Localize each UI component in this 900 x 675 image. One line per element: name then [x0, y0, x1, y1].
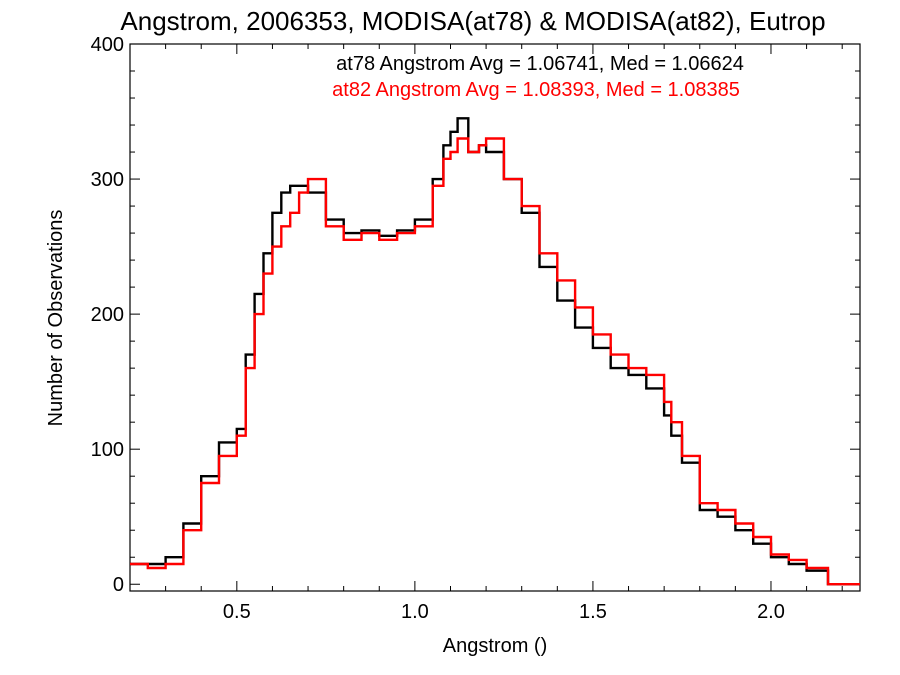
- y-tick-label: 100: [91, 439, 124, 461]
- annotation-at82-stats: at82 Angstrom Avg = 1.08393, Med = 1.083…: [332, 79, 740, 101]
- chart-title: Angstrom, 2006353, MODISA(at78) & MODISA…: [120, 6, 825, 36]
- series-line-0: [130, 117, 860, 586]
- axis-ticks: [130, 43, 860, 591]
- x-tick-label: 2.0: [757, 601, 785, 623]
- x-tick-label: 0.5: [223, 601, 251, 623]
- axis-tick-labels: 0.5 1.0 1.5 2.0 0 100 200 300 400: [91, 34, 785, 623]
- x-tick-label: 1.0: [401, 601, 429, 623]
- y-axis-label: Number of Observations: [45, 210, 67, 427]
- series-group: [130, 117, 860, 586]
- y-tick-label: 300: [91, 169, 124, 191]
- series-line-1: [130, 137, 860, 586]
- plot-frame: [129, 43, 861, 592]
- y-tick-label: 200: [91, 304, 124, 326]
- y-tick-label: 400: [91, 34, 124, 56]
- x-axis-label: Angstrom (): [443, 635, 547, 657]
- x-tick-label: 1.5: [579, 601, 607, 623]
- annotation-at78-stats: at78 Angstrom Avg = 1.06741, Med = 1.066…: [336, 53, 744, 75]
- y-tick-label: 0: [113, 574, 124, 596]
